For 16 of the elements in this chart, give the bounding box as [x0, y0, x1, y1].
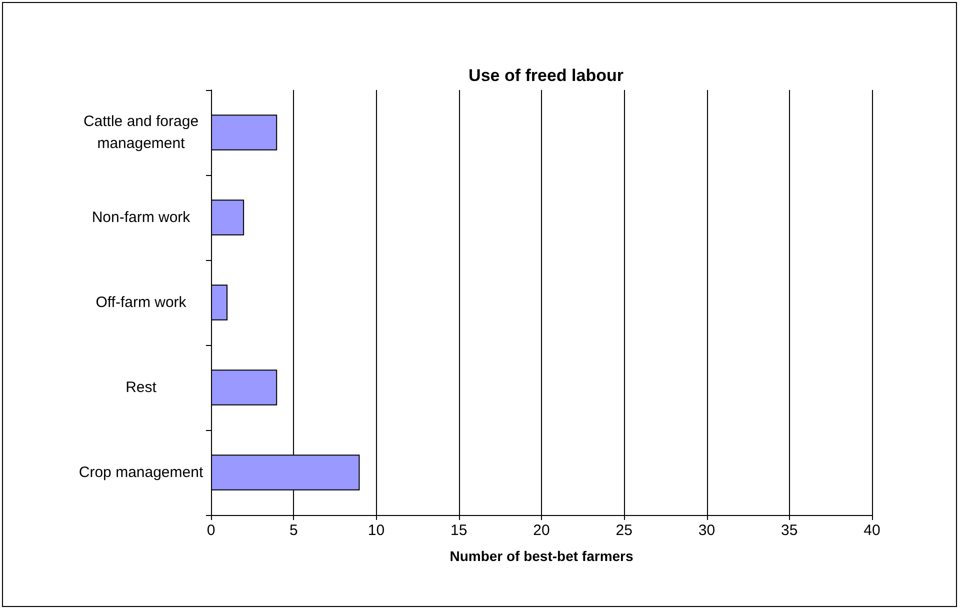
x-tick-label: 20 [533, 522, 550, 539]
y-tick-label: Off-farm work [96, 294, 187, 311]
x-tick-label: 30 [698, 522, 716, 539]
x-tick-label: 0 [206, 522, 216, 539]
y-tick-label: Cattle and forage management [83, 113, 199, 152]
x-tick-label: 15 [450, 522, 468, 539]
y-tick-label: Rest [126, 379, 158, 396]
y-tick-label: Crop management [78, 464, 204, 481]
y-tick-label: Non-farm work [92, 209, 191, 226]
x-axis-title: Number of best-bet farmers [450, 548, 634, 564]
x-tick-label: 10 [368, 522, 385, 539]
x-tick-label: 40 [864, 522, 880, 539]
x-tick-label: 35 [781, 522, 798, 539]
chart-title: Use of freed labour [468, 66, 624, 85]
x-tick-label: 25 [616, 522, 632, 539]
x-tick-label: 5 [289, 522, 298, 539]
